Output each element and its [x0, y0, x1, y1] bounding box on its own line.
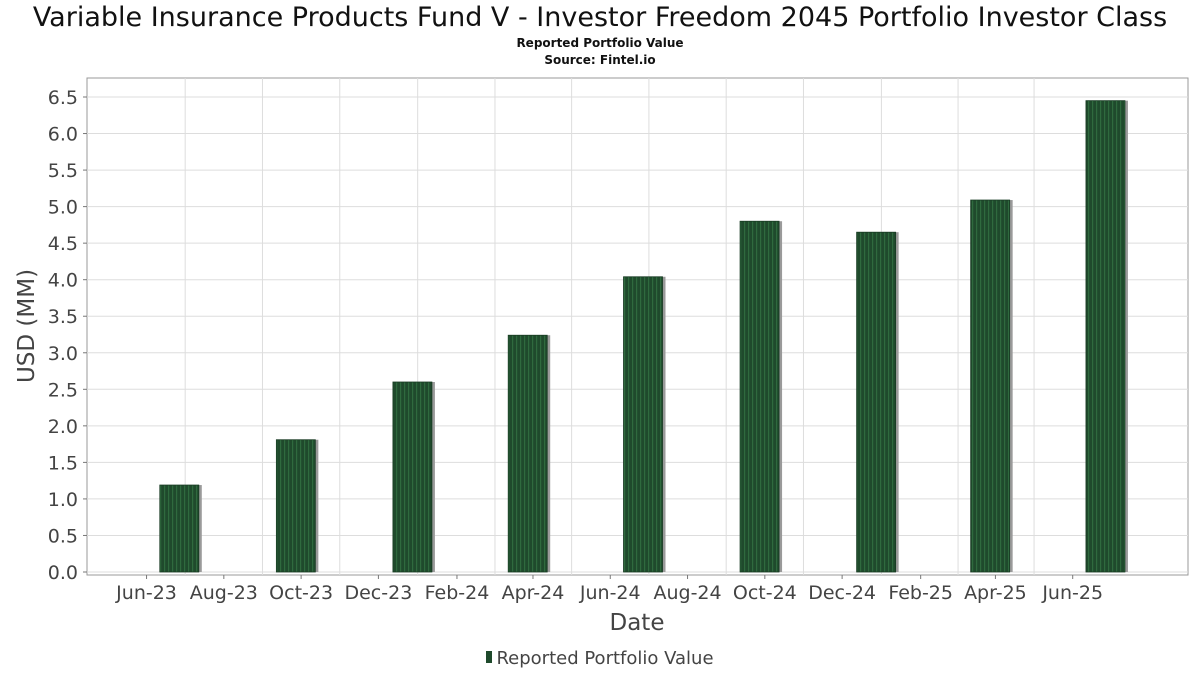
y-tick-label: 5.5 [48, 160, 78, 182]
bar [739, 220, 780, 573]
y-tick-label: 2.0 [48, 416, 78, 438]
chart-subtitle: Reported Portfolio Value [516, 36, 684, 50]
x-tick-label: Feb-24 [425, 582, 490, 604]
y-tick-label: 2.5 [48, 379, 78, 401]
y-tick-label: 4.5 [48, 233, 78, 255]
x-tick-label: Jun-23 [115, 582, 177, 604]
y-tick-label: 6.0 [48, 124, 78, 146]
x-tick-label: Jun-25 [1041, 582, 1103, 604]
x-tick-label: Aug-23 [190, 582, 258, 604]
chart-title: Variable Insurance Products Fund V - Inv… [32, 2, 1168, 33]
legend-label: Reported Portfolio Value [496, 648, 714, 669]
bar [623, 276, 663, 573]
bar [970, 199, 1011, 573]
bar [159, 484, 200, 573]
y-axis: 0.0 0.5 1.0 1.5 2.0 2.5 3.0 3.5 4.0 4.5 5.0 5.5 6.0 6… [48, 87, 87, 584]
bar [392, 381, 433, 573]
x-tick-label: Apr-24 [502, 582, 565, 604]
y-tick-label: 3.5 [48, 306, 78, 328]
x-axis-label: Date [610, 610, 665, 636]
y-tick-label: 1.0 [48, 489, 78, 511]
x-tick-label: Oct-23 [269, 582, 333, 604]
y-tick-label: 4.0 [48, 270, 78, 292]
x-tick-label: Oct-24 [733, 582, 797, 604]
y-tick-label: 0.0 [48, 562, 78, 584]
bar [856, 231, 897, 573]
x-tick-label: Jun-24 [579, 582, 641, 604]
y-tick-label: 5.0 [48, 197, 78, 219]
x-axis: Jun-23 Aug-23 Oct-23 Dec-23 Feb-24 Apr-24 Jun-… [115, 575, 1103, 604]
bar [275, 439, 316, 573]
bar [507, 334, 548, 573]
y-axis-label: USD (MM) [14, 269, 40, 383]
x-tick-label: Aug-24 [653, 582, 721, 604]
x-tick-label: Apr-25 [964, 582, 1027, 604]
bars [159, 100, 1128, 573]
legend: Reported Portfolio Value [0, 648, 1200, 669]
x-tick-label: Feb-25 [888, 582, 953, 604]
y-tick-label: 6.5 [48, 87, 78, 109]
x-tick-label: Dec-23 [344, 582, 412, 604]
bar [1085, 100, 1126, 573]
y-tick-label: 3.0 [48, 343, 78, 365]
legend-swatch [486, 651, 493, 663]
y-tick-label: 1.5 [48, 452, 78, 474]
chart-source: Source: Fintel.io [544, 53, 656, 67]
x-tick-label: Dec-24 [808, 582, 876, 604]
y-tick-label: 0.5 [48, 525, 78, 547]
